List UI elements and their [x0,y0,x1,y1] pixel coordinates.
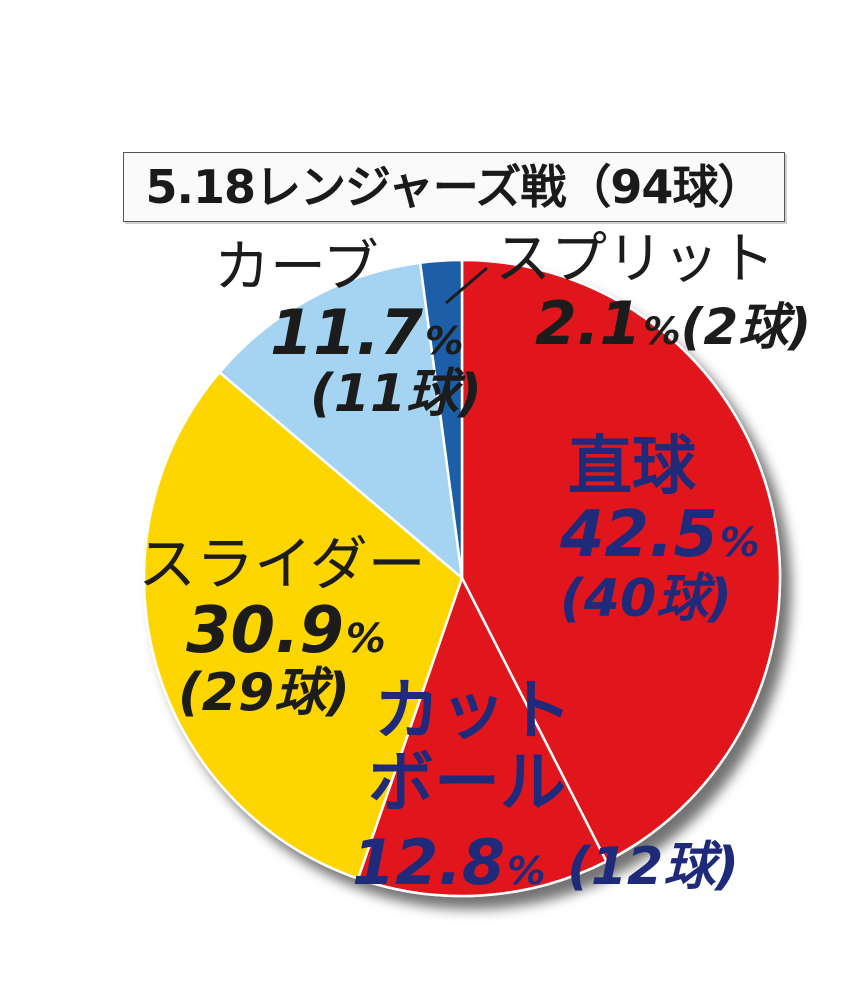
slice-pct-fastball: 42.5% [560,503,760,567]
pie-slice-cutball [356,576,608,898]
slice-pct-split: 2.1%(2球) [535,294,811,354]
slice-count-fastball: (40球) [560,569,732,629]
slice-value-fastball: 42.5 [560,498,718,572]
slice-count-cutball: (12球) [567,837,739,897]
pie-slice-curve [218,261,464,580]
pct-sign-cutball: % [506,849,546,894]
label-fastball: 直球 42.5% (40球) [560,435,760,625]
slice-value-cutball: 12.8 [352,826,505,899]
label-cutball-value: 12.8% (12球) [352,832,739,894]
slice-label-fastball: 直球 [568,430,696,504]
chart-title: 5.18レンジャーズ戦（94球） [123,152,785,222]
pct-sign-slider: % [345,616,386,662]
slice-label-cutball-line1: カット [374,672,572,749]
slice-label-curve: カーブ [214,235,379,300]
pct-sign-curve: % [424,319,464,364]
pct-sign-fastball: % [719,520,760,566]
slice-value-slider: 30.9 [186,594,344,668]
slice-count-curve: (11球) [310,364,482,424]
pie-slice-fastball [460,258,782,863]
slice-label-split: スプリット [495,227,775,292]
label-curve: カーブ 11.7% (11球) [214,235,482,424]
slice-value-split: 2.1 [535,289,642,359]
label-slider: スライダー 30.9% (29球) [138,535,426,719]
label-cutball: カット ボール [368,678,572,816]
slice-pct-slider: 30.9% [186,599,426,663]
pie-slice-split [418,258,464,580]
split-leader-line [445,266,488,305]
slice-pct-curve: 11.7% [270,302,482,364]
slice-count-split: (2球) [680,298,812,356]
slice-label-cutball-line2: ボール [368,744,566,821]
slice-count-slider: (29球) [178,663,350,723]
label-split: スプリット 2.1%(2球) [495,227,811,355]
slice-label-slider: スライダー [138,530,426,598]
pie-slice-slider [142,370,464,880]
slice-value-curve: 11.7 [270,296,423,369]
pct-sign-split: % [643,309,681,353]
